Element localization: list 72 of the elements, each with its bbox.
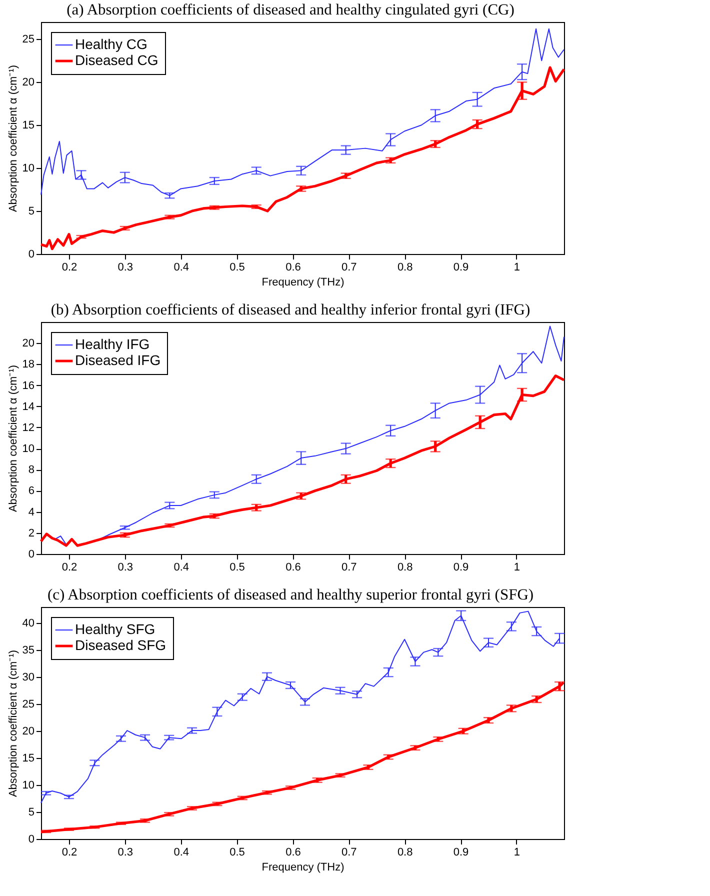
y-tick-label: 18 <box>22 358 34 371</box>
x-tick-label: 1 <box>514 262 520 274</box>
legend-label: Diseased CG <box>75 52 158 68</box>
y-tick-label: 20 <box>22 338 34 350</box>
y-tick-label: 35 <box>22 644 34 657</box>
y-tick-label: 2 <box>28 527 34 540</box>
y-axis-title: Absorption coefficient α (cm⁻¹) <box>7 364 20 512</box>
x-tick-label: 0.9 <box>453 562 469 574</box>
y-tick-label: 15 <box>22 120 34 132</box>
x-tick-label: 0.4 <box>174 846 189 858</box>
x-tick-label: 0.2 <box>62 262 78 274</box>
legend-label: Healthy CG <box>75 36 148 52</box>
line-series <box>40 374 566 547</box>
line-series <box>40 66 566 250</box>
x-tick-label: 0.3 <box>118 846 134 858</box>
y-tick-label: 16 <box>22 380 34 392</box>
x-tick-label: 0.8 <box>397 262 413 274</box>
y-tick-label: 12 <box>22 422 34 434</box>
x-tick-label: 0.9 <box>453 846 469 858</box>
x-tick-label: 0.6 <box>286 846 301 858</box>
x-axis-title: Frequency (THz) <box>262 862 344 874</box>
line-series <box>40 28 564 196</box>
x-tick-label: 0.8 <box>397 562 413 574</box>
x-tick-label: 0.7 <box>342 846 357 858</box>
y-tick-label: 10 <box>22 443 34 456</box>
x-tick-label: 0.4 <box>174 262 189 274</box>
x-tick-label: 0.9 <box>453 262 469 274</box>
y-tick-label: 5 <box>28 206 34 218</box>
x-tick-label: 0.2 <box>62 562 78 574</box>
y-tick-label: 10 <box>22 162 34 175</box>
y-tick-label: 14 <box>22 400 34 413</box>
chart-title: (c) Absorption coefficients of diseased and healthy superior frontal gyri (SFG) <box>47 586 534 604</box>
line-series <box>40 681 565 834</box>
legend-label: Healthy IFG <box>75 336 150 352</box>
chart-title: (a) Absorption coefficients of diseased and healthy cingulated gyri (CG) <box>66 2 514 18</box>
y-tick-label: 6 <box>28 485 34 498</box>
y-tick-label: 20 <box>22 76 34 89</box>
x-tick-label: 0.6 <box>286 262 301 274</box>
y-axis-title: Absorption coefficient α (cm⁻¹) <box>7 650 20 798</box>
y-tick-label: 20 <box>22 726 34 738</box>
y-tick-label: 0 <box>28 248 34 260</box>
y-tick-label: 0 <box>28 834 34 846</box>
x-tick-label: 0.5 <box>230 846 245 858</box>
line-series <box>40 610 560 804</box>
y-tick-label: 10 <box>22 780 34 792</box>
x-tick-label: 1 <box>514 562 520 574</box>
x-axis-title: Frequency (THz) <box>262 276 344 288</box>
y-tick-label: 15 <box>22 752 34 765</box>
y-tick-label: 0 <box>28 548 34 560</box>
x-tick-label: 0.7 <box>342 562 357 574</box>
x-tick-label: 0.2 <box>62 846 78 858</box>
x-tick-label: 0.7 <box>342 262 357 274</box>
legend-label: Healthy SFG <box>75 621 156 637</box>
legend-label: Diseased SFG <box>75 637 166 653</box>
x-tick-label: 0.8 <box>397 846 413 858</box>
x-tick-label: 0.6 <box>286 562 301 574</box>
y-tick-label: 30 <box>22 672 34 684</box>
y-tick-label: 5 <box>28 806 34 819</box>
y-tick-label: 40 <box>22 618 34 630</box>
y-tick-label: 25 <box>22 34 34 46</box>
y-tick-label: 25 <box>22 698 34 711</box>
y-tick-label: 8 <box>28 464 34 476</box>
x-tick-label: 0.4 <box>174 562 189 574</box>
chart-title: (b) Absorption coefficients of diseased and healthy inferior frontal gyri (IFG) <box>50 302 530 318</box>
legend-label: Diseased IFG <box>75 352 161 368</box>
x-tick-label: 1 <box>514 846 520 858</box>
y-axis-title: Absorption coefficient α (cm⁻¹) <box>7 64 20 212</box>
x-tick-label: 0.3 <box>118 562 134 574</box>
x-tick-label: 0.5 <box>230 262 245 274</box>
y-tick-label: 4 <box>28 506 34 518</box>
x-tick-label: 0.5 <box>230 562 245 574</box>
x-tick-label: 0.3 <box>118 262 134 274</box>
